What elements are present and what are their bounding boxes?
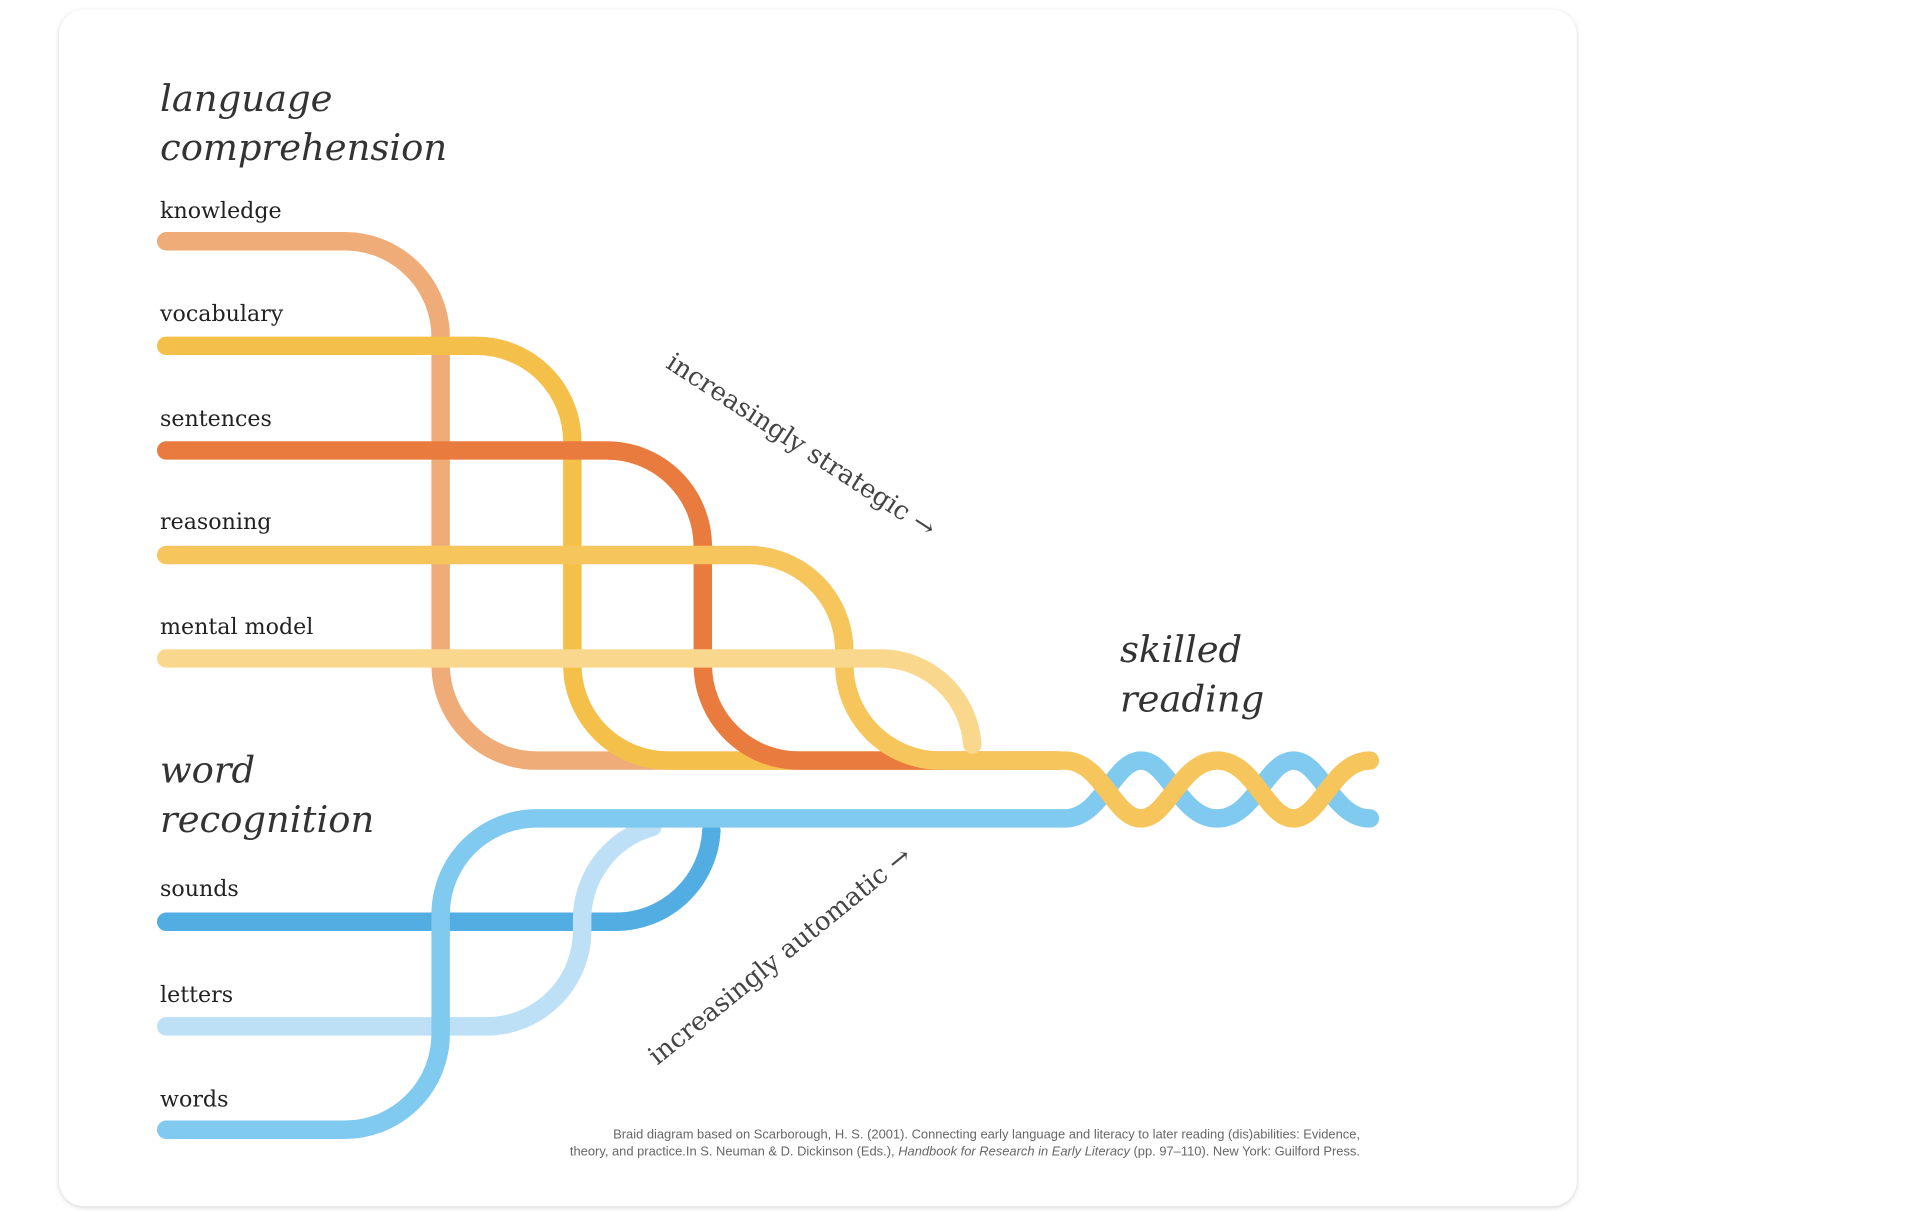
- strand-label: knowledge: [160, 198, 282, 224]
- heading: language: [160, 77, 332, 120]
- strand-label: sentences: [160, 406, 272, 432]
- strand-label: reasoning: [160, 509, 271, 535]
- heading: word: [160, 749, 255, 792]
- strand-words-braid: [156, 751, 1380, 1140]
- strand-mental-model: [156, 649, 982, 754]
- word-strands: [156, 751, 1380, 1140]
- heading: recognition: [160, 798, 374, 841]
- braid-language: [999, 751, 1380, 828]
- language-strands: [156, 231, 1068, 770]
- strand-label: sounds: [160, 876, 239, 902]
- strand-knowledge: [156, 231, 1068, 770]
- strand-label: words: [160, 1086, 228, 1112]
- heading: reading: [1120, 677, 1264, 720]
- heading: skilled: [1120, 628, 1242, 671]
- citation-part: theory, and practice.In S. Neuman & D. D…: [570, 1144, 898, 1159]
- strand-letters: [156, 817, 662, 1036]
- strand-sounds: [156, 821, 721, 932]
- citation: theory, and practice.In S. Neuman & D. D…: [570, 1144, 1360, 1159]
- citation-part: (pp. 97–110). New York: Guilford Press.: [1130, 1144, 1360, 1159]
- strand-label: mental model: [160, 614, 313, 640]
- citation-title: Handbook for Research in Early Literacy: [898, 1144, 1131, 1159]
- strand-label: letters: [160, 982, 233, 1008]
- citation: Braid diagram based on Scarborough, H. S…: [613, 1126, 1360, 1141]
- strand-sentences: [156, 441, 1068, 770]
- strand-label: vocabulary: [159, 301, 284, 327]
- heading: comprehension: [160, 126, 447, 169]
